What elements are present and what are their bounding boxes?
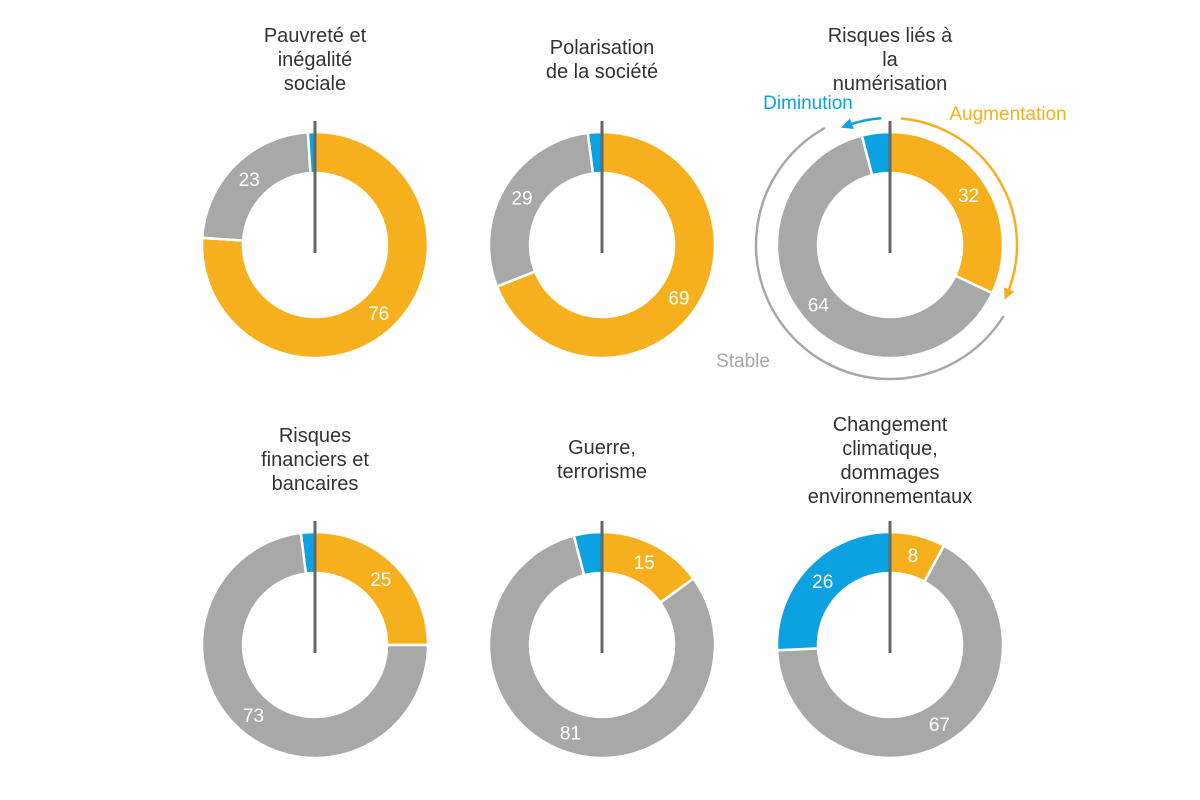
chart-title-line: sociale: [284, 73, 346, 95]
chart-title-line: terrorisme: [557, 461, 647, 483]
slice-augmentation: [200, 130, 430, 360]
value-label-augmentation: 25: [370, 570, 391, 591]
chart-title-line: Changement: [833, 414, 948, 436]
legend-augmentation-arrow: [900, 117, 1019, 300]
slice-stable: [775, 544, 1005, 760]
legend-label-stable: Stable: [716, 351, 770, 372]
slice-stable: [775, 134, 994, 360]
chart-title-line: environnementaux: [808, 486, 973, 508]
value-label-stable: 67: [929, 715, 950, 736]
slice-stable: [200, 531, 430, 760]
chart-title-line: Risques liés à: [828, 25, 953, 47]
value-label-augmentation: 32: [958, 186, 979, 207]
slice-augmentation: [495, 130, 717, 360]
chart-title-line: de la société: [546, 61, 658, 83]
legend: Augmentation Diminution Stable: [716, 93, 1067, 381]
slice-diminution: [775, 530, 892, 652]
legend-label-diminution: Diminution: [763, 93, 853, 114]
chart-title-line: financiers et: [261, 449, 369, 471]
slice-augmentation: [313, 530, 430, 647]
value-label-stable: 81: [560, 724, 581, 745]
slice-augmentation: [888, 130, 1005, 295]
chart-title-line: inégalité: [278, 49, 353, 71]
chart-title-line: Polarisation: [550, 37, 655, 59]
value-label-augmentation: 76: [368, 304, 389, 325]
slice-stable: [487, 534, 717, 760]
chart-title-line: Risques: [279, 425, 351, 447]
value-label-stable: 73: [243, 706, 264, 727]
legend-label-augmentation: Augmentation: [949, 104, 1066, 125]
value-label-augmentation: 69: [668, 288, 689, 309]
legend-diminution-arrow: [841, 117, 882, 130]
chart-title-line: bancaires: [272, 473, 359, 495]
chart-title-line: Guerre,: [568, 437, 636, 459]
chart-title-line: dommages: [841, 462, 940, 484]
value-label-stable: 29: [511, 189, 532, 210]
donut-chart: 8 67 26 Changementclimatique,dommagesenviro…: [775, 414, 1005, 760]
value-label-stable: 23: [239, 170, 260, 191]
chart-title-line: Pauvreté et: [264, 25, 367, 47]
chart-title-line: la: [882, 49, 898, 71]
value-label-diminution: 26: [812, 572, 833, 593]
chart-title-line: climatique,: [842, 438, 938, 460]
chart-title-line: numérisation: [833, 73, 948, 95]
value-label-augmentation: 15: [634, 553, 655, 574]
value-label-stable: 64: [808, 295, 830, 316]
value-label-augmentation: 8: [908, 546, 919, 567]
donut-chart: 15 81 Guerre,terrorisme: [487, 437, 717, 760]
legend-stable-arc: [754, 126, 1005, 381]
slice-stable: [487, 131, 595, 289]
